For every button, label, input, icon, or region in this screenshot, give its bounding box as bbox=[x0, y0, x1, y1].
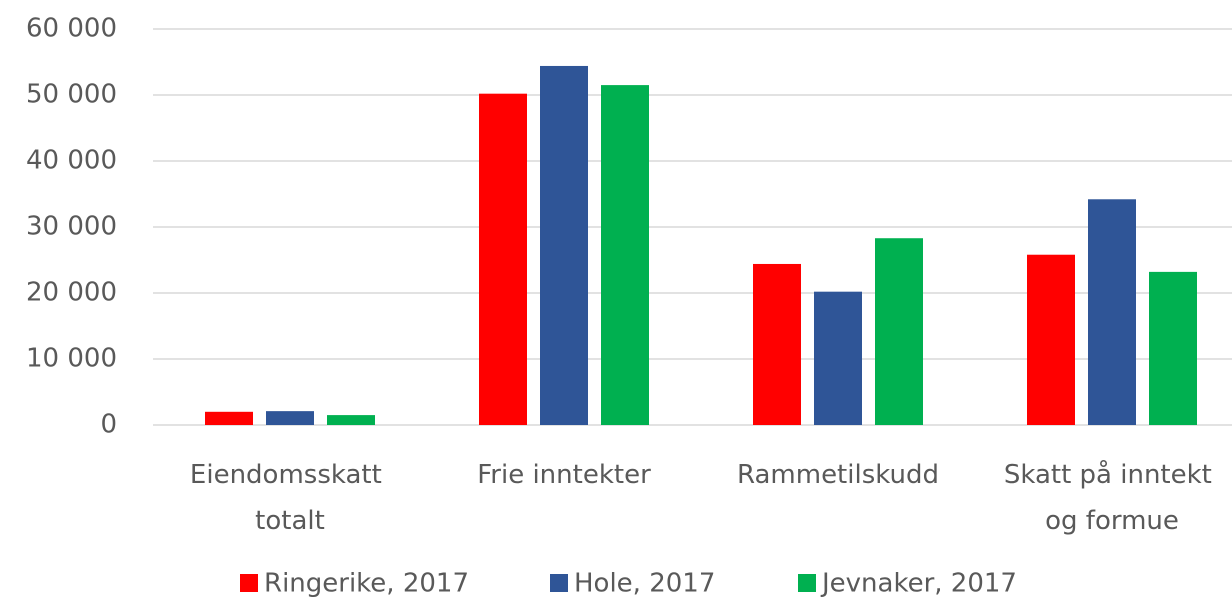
bar bbox=[601, 85, 649, 425]
x-tick-label: Frie inntekter bbox=[477, 460, 651, 490]
bar bbox=[814, 291, 862, 425]
y-tick-label: 10 000 bbox=[26, 344, 117, 374]
legend-swatch bbox=[550, 574, 568, 592]
legend-label: Hole, 2017 bbox=[574, 569, 715, 599]
legend-swatch bbox=[240, 574, 258, 592]
bar bbox=[479, 93, 527, 426]
bar bbox=[1088, 199, 1136, 425]
x-tick-label: Eiendomsskatt totalt bbox=[190, 460, 390, 536]
x-tick-label: Rammetilskudd bbox=[737, 460, 939, 490]
bar bbox=[266, 411, 314, 425]
bar bbox=[875, 238, 923, 425]
y-tick-label: 30 000 bbox=[26, 212, 117, 242]
x-tick-label: Skatt på inntekt og formue bbox=[1004, 459, 1220, 536]
legend-swatch bbox=[798, 574, 816, 592]
bar bbox=[753, 263, 801, 425]
legend-label: Jevnaker, 2017 bbox=[820, 569, 1017, 599]
y-tick-label: 20 000 bbox=[26, 278, 117, 308]
legend-label: Ringerike, 2017 bbox=[264, 569, 469, 599]
y-tick-label: 50 000 bbox=[26, 80, 117, 110]
y-tick-label: 0 bbox=[100, 410, 117, 440]
y-tick-label: 40 000 bbox=[26, 146, 117, 176]
y-tick-label: 60 000 bbox=[26, 14, 117, 44]
bar bbox=[1149, 271, 1197, 425]
bar bbox=[205, 411, 253, 425]
bar bbox=[540, 65, 588, 426]
bar bbox=[1027, 254, 1075, 425]
bar bbox=[327, 415, 375, 425]
